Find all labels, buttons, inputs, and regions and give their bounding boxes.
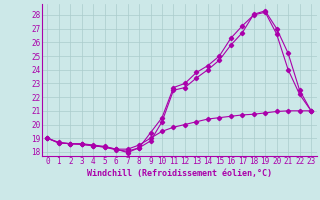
- X-axis label: Windchill (Refroidissement éolien,°C): Windchill (Refroidissement éolien,°C): [87, 169, 272, 178]
